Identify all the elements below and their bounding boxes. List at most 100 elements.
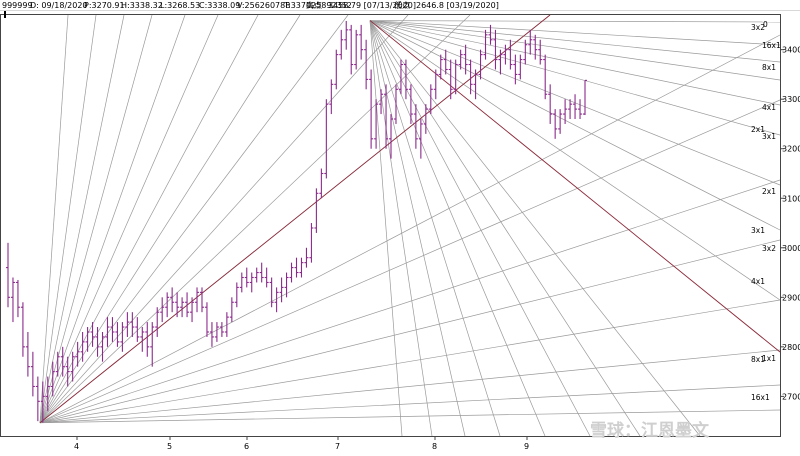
ohlc-bar xyxy=(130,312,135,337)
ohlc-bar xyxy=(35,376,40,422)
header-close: C:3338.09 xyxy=(199,1,240,10)
ohlc-bar xyxy=(458,49,463,70)
header-date: D: 09/18/2020 xyxy=(30,1,88,10)
ohlc-bar xyxy=(329,79,334,115)
fan-label-low: 4x1 xyxy=(762,103,776,112)
ohlc-bar xyxy=(125,312,130,337)
ohlc-bar xyxy=(418,119,423,159)
ohlc-bar xyxy=(180,297,185,318)
ohlc-bar xyxy=(508,39,513,70)
ohlc-bar xyxy=(70,351,75,382)
ohlc-bar xyxy=(563,99,568,124)
ohlc-bar xyxy=(160,297,165,323)
ohlc-bar xyxy=(234,282,239,308)
ohlc-bar xyxy=(45,376,50,412)
ohlc-bar xyxy=(55,351,60,377)
ohlc-bar xyxy=(413,104,418,149)
trend-line-down xyxy=(369,20,781,353)
trend-lines xyxy=(39,14,781,424)
ohlc-bar xyxy=(85,327,90,352)
ohlc-bar xyxy=(528,29,533,55)
ohlc-bar xyxy=(473,69,478,100)
ohlc-bar xyxy=(15,279,20,318)
ohlc-bar xyxy=(274,287,279,313)
ohlc-bar xyxy=(314,188,319,233)
fan-line-high xyxy=(369,20,781,106)
ohlc-bar xyxy=(468,59,473,95)
gann-fan-lines xyxy=(39,14,781,437)
ohlc-bar xyxy=(284,272,289,298)
time-tick-label: 5 xyxy=(167,442,172,451)
ohlc-bar xyxy=(219,322,224,337)
ohlc-bar xyxy=(195,287,200,313)
ohlc-bar xyxy=(249,272,254,293)
time-tick-label: 6 xyxy=(244,442,249,451)
ohlc-bar xyxy=(224,312,229,337)
ohlc-bar xyxy=(438,54,443,80)
ohlc-bar xyxy=(25,331,30,377)
ohlc-bar xyxy=(334,49,339,90)
fan-line-low xyxy=(39,384,781,424)
header-high: H:3338.32 xyxy=(121,1,163,10)
ohlc-bar xyxy=(90,322,95,347)
ohlc-bar xyxy=(60,346,65,377)
fan-line-low xyxy=(39,99,781,424)
time-tick-label: 8 xyxy=(432,442,437,451)
fan-line-high xyxy=(369,20,403,437)
fan-label-low: 1x1 xyxy=(762,354,776,363)
time-tick-label: 4 xyxy=(74,442,79,451)
ohlc-bar xyxy=(433,69,438,100)
time-tick-label: 9 xyxy=(524,442,529,451)
ohlc-bar xyxy=(20,302,25,357)
fan-line-low xyxy=(39,14,219,423)
ohlc-bar xyxy=(423,104,428,134)
header-prev: P:3270.91 xyxy=(84,1,125,10)
ohlc-bar xyxy=(393,84,398,124)
fan-line-low xyxy=(39,14,125,423)
ohlc-bar xyxy=(513,54,518,85)
ohlc-bar xyxy=(30,351,35,397)
fan-label-low: 3x1 xyxy=(751,226,765,235)
ohlc-bar xyxy=(548,84,553,124)
ohlc-bar xyxy=(294,257,299,278)
ohlc-bar xyxy=(488,24,493,45)
fan-line-high xyxy=(369,20,781,46)
ohlc-bar xyxy=(453,59,458,95)
fan-line-high xyxy=(369,20,641,437)
fan-line-low xyxy=(39,14,97,423)
ohlc-bar xyxy=(339,29,344,60)
fan-line-low xyxy=(39,14,471,423)
fan-label-high: 3x2 xyxy=(751,23,765,32)
fan-line-high xyxy=(369,20,781,136)
watermark: 雪球：江恩墨文 xyxy=(590,420,710,441)
ohlc-bar xyxy=(463,44,468,75)
ohlc-bar xyxy=(50,361,55,397)
ohlc-bar xyxy=(155,307,160,337)
fan-line-high xyxy=(369,20,781,301)
ohlc-bar xyxy=(299,257,304,278)
ohlc-bar xyxy=(568,99,573,120)
fan-line-low xyxy=(39,239,781,424)
ohlc-bar xyxy=(518,54,523,80)
ohlc-bar xyxy=(369,69,374,149)
ohlc-bar xyxy=(384,84,389,149)
fan-line-high xyxy=(369,20,781,81)
ohlc-bar xyxy=(239,272,244,293)
ohlc-bar xyxy=(319,168,324,199)
ohlc-bar xyxy=(75,341,80,367)
header-turnover: T:337025892352 xyxy=(283,1,352,10)
ohlc-bar xyxy=(40,381,45,423)
axes: 2700 2800 2900 3000 3100 3200 3300 3400 4 5 6 7 8 9 xyxy=(74,46,800,451)
ohlc-bar xyxy=(483,29,488,60)
ohlc-bar xyxy=(229,297,234,323)
price-tick-label: 2700 xyxy=(782,392,800,401)
price-tick-label: 3000 xyxy=(782,244,800,253)
ohlc-bar xyxy=(175,292,180,318)
ohlc-bar xyxy=(523,39,528,65)
header-volume: V:256260788 xyxy=(237,1,290,10)
high-point-label: 高点 xyxy=(306,0,322,10)
ohlc-bar xyxy=(304,247,309,268)
fan-label-high: 0 xyxy=(763,20,768,29)
ohlc-bar xyxy=(408,84,413,124)
